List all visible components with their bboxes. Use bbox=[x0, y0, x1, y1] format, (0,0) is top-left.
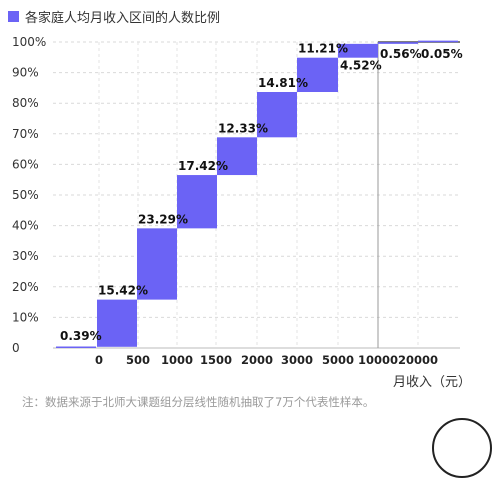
x-tick-label: 10000 bbox=[358, 353, 398, 367]
bar bbox=[338, 43, 378, 58]
legend: 各家庭人均月收入区间的人数比例 bbox=[8, 7, 220, 26]
y-tick-label: 20% bbox=[12, 280, 39, 294]
y-tick-label: 30% bbox=[12, 249, 39, 263]
y-tick-label: 10% bbox=[12, 310, 39, 324]
x-tick-label: 20000 bbox=[398, 353, 438, 367]
bar bbox=[257, 92, 297, 138]
x-tick-label: 500 bbox=[126, 353, 150, 367]
y-tick-label: 70% bbox=[12, 127, 39, 141]
bar bbox=[137, 228, 177, 300]
bar bbox=[177, 175, 217, 229]
y-tick-label: 60% bbox=[12, 157, 39, 171]
y-tick-label: 80% bbox=[12, 96, 39, 110]
data-label: 0.39% bbox=[60, 329, 102, 343]
data-label: 12.33% bbox=[218, 121, 268, 135]
x-axis-label: 月收入（元） bbox=[393, 375, 471, 390]
x-tick-label: 5000 bbox=[322, 353, 354, 367]
bar bbox=[56, 346, 96, 348]
y-tick-label: 90% bbox=[12, 66, 39, 80]
logo-stamp bbox=[432, 418, 492, 478]
y-tick-label: 50% bbox=[12, 188, 39, 202]
x-tick-label: 1500 bbox=[200, 353, 232, 367]
x-tick-label: 0 bbox=[95, 353, 103, 367]
x-tick-label: 1000 bbox=[161, 353, 193, 367]
bar bbox=[378, 42, 418, 44]
x-tick-label: 3000 bbox=[281, 353, 313, 367]
chart: 0 10% 20% 30% 40% 50% 60% 70% 80% 90% 100% 0 500 100… bbox=[12, 35, 471, 390]
data-label: 15.42% bbox=[98, 284, 148, 298]
data-label: 0.05% bbox=[421, 47, 463, 61]
y-tick-label: 100% bbox=[12, 35, 46, 49]
bar bbox=[297, 57, 338, 93]
bar bbox=[418, 40, 458, 43]
bar bbox=[217, 137, 257, 176]
y-tick-label: 40% bbox=[12, 219, 39, 233]
legend-label: 各家庭人均月收入区间的人数比例 bbox=[25, 11, 221, 26]
y-tick-label: 0 bbox=[12, 341, 20, 355]
data-label: 14.81% bbox=[258, 76, 308, 90]
data-label: 11.21% bbox=[298, 42, 348, 56]
x-tick-label: 2000 bbox=[241, 353, 273, 367]
bar bbox=[97, 299, 137, 347]
data-label: 4.52% bbox=[340, 59, 382, 73]
data-label: 0.56% bbox=[380, 47, 422, 61]
source-note: 注：数据来源于北师大课题组分层线性随机抽取了7万个代表性样本。 bbox=[22, 395, 375, 409]
data-label: 17.42% bbox=[178, 159, 228, 173]
legend-swatch bbox=[8, 11, 19, 22]
data-label: 23.29% bbox=[138, 212, 188, 226]
